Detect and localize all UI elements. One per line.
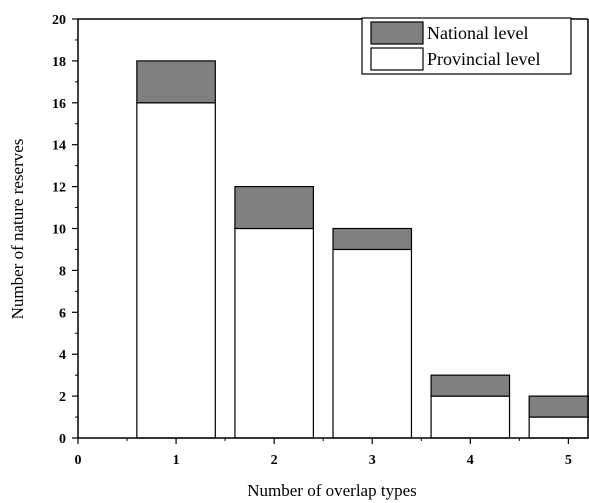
bar-provincial-2 — [234, 227, 314, 439]
y-tick-label-20: 20 — [52, 13, 66, 28]
x-tick-label-3: 3 — [369, 453, 376, 468]
legend-swatch-national — [370, 21, 424, 45]
bar-provincial-4 — [430, 395, 511, 439]
x-tick-label-5: 5 — [565, 453, 572, 468]
y-tick-label-0: 0 — [59, 432, 66, 447]
y-tick-label-8: 8 — [59, 264, 66, 279]
legend-label-provincial: Provincial level — [427, 49, 540, 69]
bar-national-4 — [430, 374, 511, 397]
bar-national-1 — [136, 60, 216, 104]
bar-national-2 — [234, 186, 314, 230]
y-tick-label-10: 10 — [52, 223, 66, 238]
y-axis-label: Number of nature reserves — [8, 139, 27, 320]
y-tick-label-16: 16 — [52, 97, 66, 112]
y-tick-label-14: 14 — [52, 139, 66, 154]
bar-provincial-1 — [136, 102, 216, 439]
legend-swatch-provincial — [370, 47, 424, 71]
bar-national-5 — [528, 395, 589, 418]
legend-label-national: National level — [427, 23, 528, 43]
x-axis-label: Number of overlap types — [247, 481, 416, 500]
bars-group — [136, 60, 589, 439]
y-tick-label-12: 12 — [52, 181, 66, 196]
legend: National level Provincial level — [361, 17, 572, 75]
bar-national-3 — [332, 227, 413, 251]
x-tick-label-4: 4 — [467, 453, 474, 468]
bar-provincial-3 — [332, 248, 413, 439]
y-tick-label-18: 18 — [52, 55, 66, 70]
bar-provincial-5 — [528, 416, 589, 439]
y-tick-label-4: 4 — [59, 348, 66, 363]
x-tick-label-0: 0 — [75, 453, 82, 468]
y-tick-label-6: 6 — [59, 306, 66, 321]
x-tick-label-2: 2 — [271, 453, 278, 468]
y-tick-label-2: 2 — [59, 390, 66, 405]
x-tick-label-1: 1 — [173, 453, 180, 468]
